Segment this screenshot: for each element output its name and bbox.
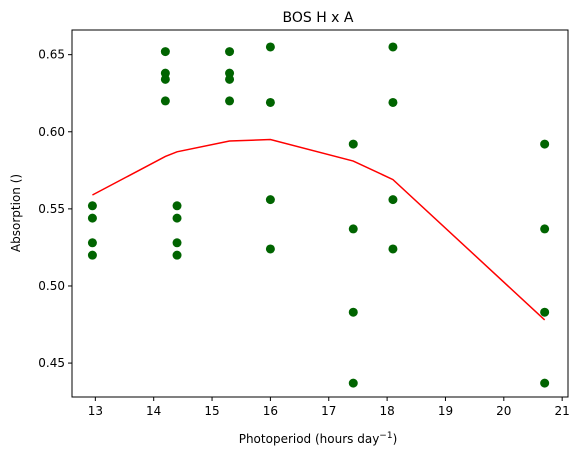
x-axis-title: Photoperiod (hours day−1) <box>239 431 398 446</box>
scatter-point <box>172 213 182 223</box>
scatter-point <box>172 201 182 211</box>
x-tick-label: 16 <box>263 404 278 418</box>
scatter-point <box>225 96 235 106</box>
x-tick-label: 18 <box>379 404 394 418</box>
scatter-point <box>265 97 275 107</box>
scatter-point <box>348 139 358 149</box>
scatter-point <box>265 244 275 254</box>
scatter-point <box>225 68 235 78</box>
scatter-point <box>265 42 275 52</box>
y-tick-label: 0.45 <box>38 356 65 370</box>
scatter-point <box>160 96 170 106</box>
y-tick-label: 0.50 <box>38 279 65 293</box>
x-tick-label: 13 <box>88 404 103 418</box>
y-tick-label: 0.65 <box>38 48 65 62</box>
x-tick-label: 14 <box>146 404 161 418</box>
scatter-point <box>348 307 358 317</box>
y-tick-label: 0.60 <box>38 125 65 139</box>
scatter-point <box>348 224 358 234</box>
scatter-point <box>540 378 550 388</box>
scatter-point <box>87 213 97 223</box>
scatter-point <box>265 195 275 205</box>
scatter-point <box>160 47 170 57</box>
scatter-point <box>388 97 398 107</box>
x-tick-label: 15 <box>204 404 219 418</box>
scatter-point <box>225 47 235 57</box>
x-tick-label: 20 <box>496 404 511 418</box>
scatter-point <box>160 74 170 84</box>
scatter-point <box>388 244 398 254</box>
x-axis-ticks: 13 14 15 16 17 18 19 20 21 <box>88 397 570 418</box>
scatter-point <box>87 201 97 211</box>
axes-frame <box>71 29 569 398</box>
scatter-point <box>225 74 235 84</box>
scatter-point <box>540 307 550 317</box>
scatter-point <box>87 238 97 248</box>
plot-area <box>87 42 550 388</box>
trend-line <box>92 138 546 321</box>
x-tick-label: 21 <box>555 404 570 418</box>
scatter-point <box>172 238 182 248</box>
scatter-point <box>348 378 358 388</box>
scatter-point <box>172 250 182 260</box>
y-tick-label: 0.55 <box>38 202 65 216</box>
chart-title: BOS H x A <box>282 10 353 26</box>
scatter-point <box>540 139 550 149</box>
scatter-point <box>160 68 170 78</box>
x-tick-label: 17 <box>321 404 336 418</box>
y-axis-ticks: 0.45 0.50 0.55 0.60 0.65 <box>38 48 72 370</box>
scatter-point <box>388 42 398 52</box>
y-axis-title: Absorption () <box>9 174 23 252</box>
x-tick-label: 19 <box>438 404 453 418</box>
scatter-point <box>388 195 398 205</box>
scatter-point <box>87 250 97 260</box>
scatter-point <box>540 224 550 234</box>
